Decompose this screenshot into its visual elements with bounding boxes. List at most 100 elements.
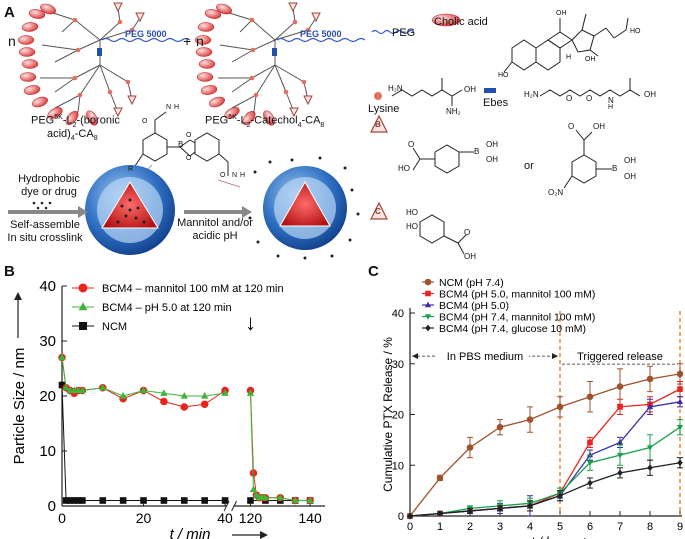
data-point [586,460,594,467]
legend-c-letter: C [375,207,381,216]
data-point [497,505,503,512]
data-point [221,389,229,396]
plus-sign: + [183,33,192,49]
self-assemble-label: Self-assemble [10,219,80,231]
series-line [409,462,681,517]
x-tick-label: 3 [497,521,503,533]
data-point [617,469,623,477]
data-point [139,386,148,394]
x-tick-label: 120 [239,510,263,526]
data-point [261,493,270,501]
series-line [249,393,311,501]
ebes-structure [539,78,641,97]
lys-oh: OH [464,85,476,94]
drug-dots [32,201,52,210]
data-point [496,423,504,431]
data-point [119,392,127,399]
molecule-1-label-line2: acid)4-CA8 [47,128,98,143]
x-tick-label: 1 [437,521,443,533]
mid-n1: N [166,104,172,111]
legend-marker [78,302,88,311]
mannitol-label-2: acidic pH [192,230,238,242]
x-axis-arrowhead [260,531,268,539]
x-tick-label: 6 [587,521,593,533]
data-point [586,393,594,401]
c-ho2: HO [406,222,418,231]
y-tick-label: 20 [39,388,56,405]
data-point [616,383,624,390]
x-tick-label: 7 [617,521,623,533]
legend-marker [79,322,87,330]
y-tick-label: 10 [39,443,56,460]
data-point [246,389,255,396]
data-point [180,392,188,399]
data-point [616,439,624,445]
data-point [249,485,258,493]
legend-marker [424,278,432,286]
legend-lysine-text: Lysine [368,103,400,115]
legend-label: NCM (pH 7.4) [439,277,504,289]
c-ho1: HO [406,208,418,217]
mid-o1: O [186,132,192,139]
data-point [66,497,74,504]
data-point [436,474,444,482]
series-line [249,390,311,501]
data-point [677,459,683,467]
legend-marker [424,301,432,308]
axis-break-mark-2 [231,500,238,512]
x-tick-label: 4 [527,521,533,533]
data-point [75,497,82,504]
x-tick-label: 8 [647,521,653,533]
y-axis-title: Particle Size / nm [11,348,28,465]
micelle-loaded [85,165,175,255]
crosslink-structure [134,111,229,176]
particle-size-chart: 0 10 20 30 40 0 20 40 120 140 Particle Size / nm t … [11,278,325,539]
legend-cholic-text: Cholic acid [434,16,488,28]
mannitol-label-1: Mannitol and/or [177,217,253,229]
boronic-acid-2-structure [563,129,612,189]
mid-o2: O [186,155,192,162]
data-point [70,497,78,504]
data-point [79,497,86,504]
boronic-acid-1-structure [412,144,474,174]
ebes-h: H [608,104,614,111]
legend-peg-wave [371,29,415,35]
legend-ebes-text: Ebes [483,97,509,109]
legend-b-letter: B [375,120,381,129]
data-point [586,451,594,458]
molecule-catechol [194,2,366,126]
pbs-range-arrow-left [412,353,418,360]
data-point [119,497,127,504]
data-point [291,496,299,504]
molecule-boronic [17,2,191,126]
legend-cholic-ellipse [431,13,461,27]
cholic-h: H [566,54,572,61]
data-point [587,439,593,446]
arrow-release [184,206,252,218]
data-point [200,400,209,409]
b1-o: O [408,140,415,149]
micelle-released [248,156,360,260]
n-label-2: n [196,33,204,49]
data-point [617,404,623,410]
cholic-ho-2: HO [630,28,641,35]
data-point [467,507,473,515]
b2-o2n: O₂N [548,188,564,197]
mid-b: B [178,140,184,149]
legend-b-triangle [370,114,388,133]
trigger-arrow: ↓ [245,310,256,335]
hydrophobic-label-1: Hydrophobic [18,173,80,185]
molecule-2-label: PEG5K-L2-Catechol4-CA8 [205,114,325,129]
annotation-triggered: Triggered release [577,351,663,363]
x-tick-label: 2 [467,521,473,533]
data-point [676,424,684,431]
data-point [306,496,314,504]
peg-tag-2: PEG 5000 [300,29,342,39]
data-point [78,386,87,394]
data-point [62,383,70,391]
data-point [62,497,70,504]
data-point [556,403,564,411]
b2-oh2: OH [624,172,636,181]
legend-label: NCM [102,321,127,333]
legend-marker [78,283,88,293]
